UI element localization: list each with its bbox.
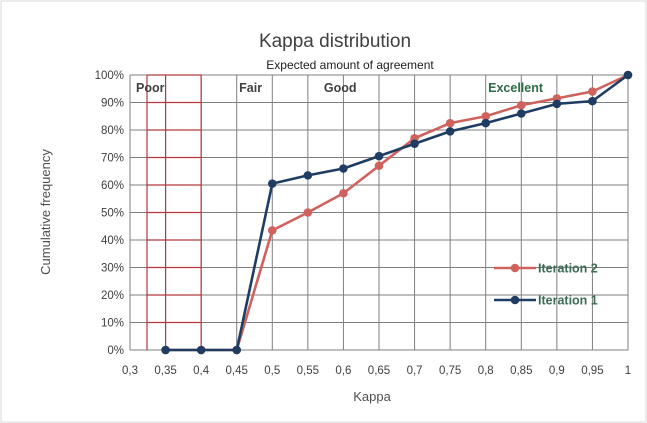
- x-tick-label: 0,9: [549, 365, 565, 377]
- series-line-iteration-1: [165, 73, 629, 352]
- x-tick-label: 0,5: [264, 365, 280, 377]
- zone-label-good: Good: [324, 81, 357, 95]
- x-tick-label: 0,7: [407, 365, 423, 377]
- x-tick-label: 0,3: [122, 365, 138, 377]
- x-tick-label: 1: [625, 365, 631, 377]
- x-tick-label: 0,95: [581, 365, 603, 377]
- zone-label-fair: Fair: [239, 81, 262, 95]
- y-tick-label: 90%: [101, 98, 124, 110]
- x-tick-label: 0,55: [297, 365, 319, 377]
- y-tick-label: 50%: [101, 208, 124, 220]
- data-point-iteration-1: [232, 345, 242, 355]
- data-point-iteration-1: [481, 118, 491, 128]
- data-point-iteration-1: [339, 164, 348, 173]
- x-tick-label: 0,8: [478, 365, 494, 377]
- data-point-iteration-1: [374, 151, 384, 161]
- x-tick-label: 0,45: [226, 365, 248, 377]
- y-axis-label: Cumulative frequency: [38, 149, 53, 275]
- x-tick-label: 0,85: [510, 365, 532, 377]
- data-point-iteration-1: [196, 345, 206, 355]
- series-iteration-2: [161, 70, 633, 355]
- legend-swatch-marker: [510, 263, 520, 273]
- data-point-iteration-1: [161, 345, 170, 355]
- series-iteration-1: [161, 70, 633, 355]
- tick-labels: 0,3 0,35 0,4 0,45 0,5 0,55 0,6 0,65 0,7 0,75 0,8 0,…: [95, 70, 632, 377]
- data-point-iteration-2: [303, 208, 313, 217]
- data-point-iteration-1: [303, 171, 313, 180]
- legend: Iteration 2 Iteration 1: [494, 262, 598, 308]
- y-tick-label: 30%: [101, 263, 124, 275]
- y-tick-label: 80%: [101, 125, 124, 137]
- y-tick-label: 40%: [101, 235, 124, 247]
- data-point-iteration-2: [267, 226, 277, 235]
- y-tick-label: 60%: [101, 180, 124, 192]
- x-tick-label: 0,4: [193, 365, 210, 377]
- x-tick-label: 0,35: [154, 365, 176, 377]
- series-layer: [161, 70, 633, 355]
- data-point-iteration-2: [516, 100, 526, 110]
- zone-label-poor: Poor: [136, 81, 165, 95]
- data-point-iteration-1: [623, 70, 633, 80]
- data-point-iteration-2: [588, 87, 597, 96]
- x-axis-label: Kappa: [353, 389, 391, 404]
- y-tick-label: 100%: [95, 70, 124, 82]
- x-tick-label: 0,75: [439, 365, 461, 377]
- data-point-iteration-2: [339, 188, 348, 198]
- data-point-iteration-1: [552, 99, 562, 109]
- chart-subtitle: Expected amount of agreement: [266, 58, 434, 72]
- data-point-iteration-2: [374, 161, 384, 171]
- x-tick-label: 0,65: [368, 365, 390, 377]
- zone-label-excellent: Excellent: [488, 81, 544, 95]
- agreement-zones: Poor Fair Good Excellent: [136, 74, 544, 350]
- data-point-iteration-1: [445, 127, 455, 136]
- legend-item-iteration-2: Iteration 2: [494, 262, 598, 276]
- series-line-iteration-2: [165, 73, 629, 352]
- data-point-iteration-1: [588, 96, 597, 106]
- legend-item-iteration-1: Iteration 1: [494, 294, 598, 308]
- y-tick-label: 70%: [101, 153, 124, 165]
- data-point-iteration-1: [516, 109, 526, 118]
- legend-label: Iteration 1: [538, 294, 598, 308]
- data-point-iteration-1: [267, 179, 277, 188]
- legend-swatch-marker: [510, 295, 520, 305]
- data-point-iteration-1: [410, 139, 419, 149]
- legend-label: Iteration 2: [538, 262, 598, 276]
- data-point-iteration-2: [445, 118, 455, 128]
- x-tick-label: 0,6: [335, 365, 351, 377]
- y-tick-label: 10%: [101, 318, 124, 330]
- chart-title: Kappa distribution: [259, 31, 411, 52]
- y-tick-label: 0%: [107, 345, 124, 357]
- y-tick-label: 20%: [101, 290, 124, 302]
- data-point-iteration-2: [481, 111, 491, 121]
